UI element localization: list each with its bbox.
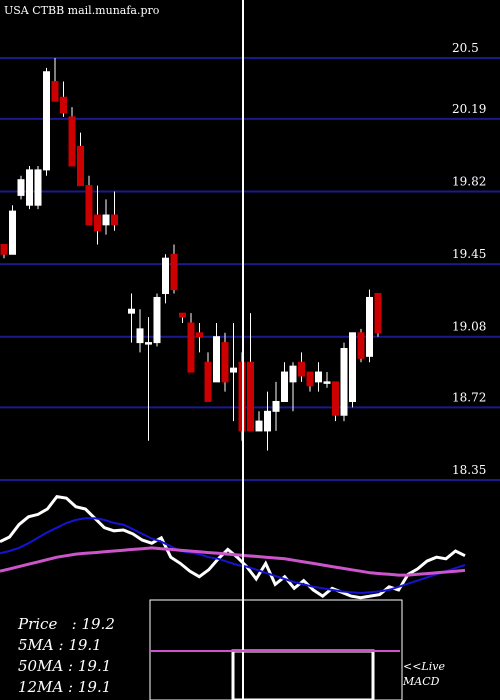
- candle-up: [213, 336, 220, 383]
- candle-up: [26, 169, 33, 206]
- candle-up: [349, 332, 356, 402]
- candlesticks: [0, 58, 382, 451]
- candle-down: [0, 243, 8, 255]
- candle-up: [9, 210, 16, 255]
- candle-down: [85, 185, 93, 226]
- candle-up: [281, 371, 288, 402]
- candle-up: [136, 328, 144, 344]
- candle-up: [264, 410, 271, 432]
- candle-up: [17, 179, 25, 196]
- candle-up: [289, 365, 297, 383]
- macd-series-fast: [0, 517, 466, 595]
- y-tick-label: 19.08: [452, 320, 486, 334]
- y-tick-label: 19.82: [452, 174, 486, 188]
- candle-down: [179, 312, 186, 318]
- candle-up: [272, 400, 280, 412]
- y-axis-ticks: 20.5 20.19 19.82 19.45 19.08 18.72 18.35: [452, 41, 486, 477]
- macd-series-slow: [0, 546, 466, 577]
- candle-down: [196, 332, 203, 338]
- candle-down: [60, 96, 67, 114]
- candle-down: [187, 322, 195, 373]
- candle-up: [366, 296, 373, 357]
- candle-up: [43, 71, 50, 171]
- y-tick-label: 20.5: [452, 41, 479, 55]
- candle-down: [298, 361, 305, 377]
- candle-down: [94, 214, 101, 232]
- y-tick-label: 20.19: [452, 102, 486, 116]
- candle-down: [111, 214, 118, 226]
- candle-up: [340, 347, 348, 416]
- candle-down: [77, 145, 84, 187]
- candle-up: [323, 381, 331, 384]
- candle-down: [374, 293, 382, 334]
- candle-down: [332, 381, 339, 416]
- candle-down: [51, 81, 59, 102]
- y-tick-label: 19.45: [452, 247, 486, 261]
- y-tick-label: 18.35: [452, 463, 486, 477]
- candle-down: [247, 361, 254, 432]
- candle-up: [315, 371, 322, 383]
- candle-down: [306, 371, 314, 387]
- y-tick-label: 18.72: [452, 390, 486, 404]
- candle-up: [145, 342, 152, 345]
- macd-live-label: <<Live: [403, 660, 445, 673]
- macd-inner-box: [231, 649, 375, 700]
- candle-up: [153, 296, 161, 344]
- candle-down: [221, 342, 229, 383]
- candle-up: [34, 169, 42, 206]
- macd-label: MACD: [403, 675, 440, 688]
- candle-down: [204, 361, 212, 402]
- legend-price: Price : 19.2: [18, 615, 115, 633]
- legend-12ma: 12MA : 19.1: [18, 678, 112, 696]
- candle-up: [255, 420, 263, 432]
- candle-up: [162, 257, 169, 295]
- macd-series-price: [0, 494, 466, 600]
- legend-5ma: 5MA : 19.1: [18, 636, 102, 654]
- legend-50ma: 50MA : 19.1: [18, 657, 112, 675]
- chart-title: USA CTBB mail.munafa.pro: [4, 4, 160, 17]
- candle-up: [230, 367, 237, 373]
- macd-panel: [0, 494, 466, 600]
- candle-down: [68, 116, 76, 167]
- candle-down: [170, 253, 178, 291]
- candle-up: [102, 214, 110, 226]
- candle-down: [357, 332, 365, 359]
- candle-up: [128, 308, 135, 314]
